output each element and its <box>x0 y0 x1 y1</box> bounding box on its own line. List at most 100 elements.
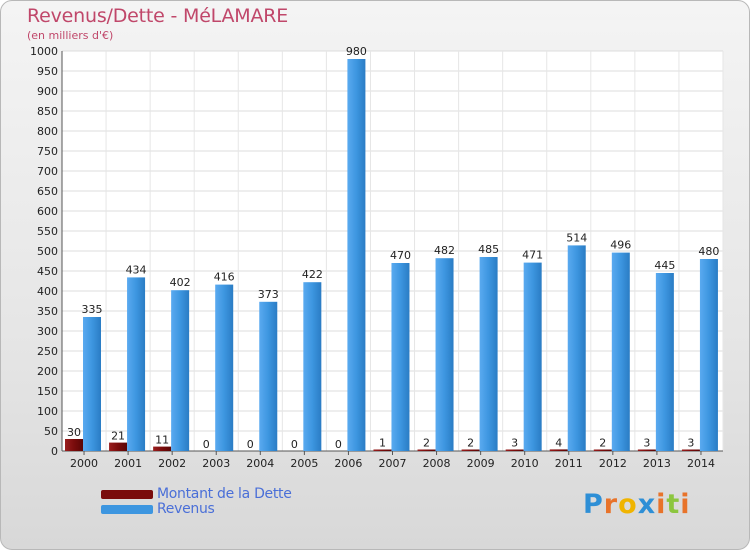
x-tick-label: 2007 <box>379 457 407 470</box>
y-tick-label: 500 <box>37 245 58 258</box>
label-revenus-2007: 470 <box>390 249 411 262</box>
label-debt-2013: 3 <box>643 437 650 450</box>
bar-revenus-2009 <box>479 257 498 451</box>
bar-revenus-2001 <box>127 277 146 451</box>
label-debt-2002: 11 <box>155 434 169 447</box>
bar-debt-2008 <box>417 449 436 451</box>
y-tick-label: 900 <box>37 85 58 98</box>
logo-letter: P <box>583 489 604 520</box>
y-tick-label: 350 <box>37 305 58 318</box>
label-revenus-2005: 422 <box>302 268 323 281</box>
bar-debt-2007 <box>373 449 392 451</box>
label-debt-2004: 0 <box>247 438 254 451</box>
label-debt-2011: 4 <box>555 436 562 449</box>
label-revenus-2002: 402 <box>170 276 191 289</box>
label-debt-2009: 2 <box>467 437 474 450</box>
label-revenus-2010: 471 <box>522 249 543 262</box>
data-labels: 30 335 21 434 11 402 0 416 0 373 0 422 0 980 1 470 2 482 2… <box>67 45 719 451</box>
x-tick-label: 2003 <box>202 457 230 470</box>
logo-letter: o <box>618 489 638 520</box>
bar-revenus-2014 <box>699 259 718 451</box>
bar-debt-2009 <box>461 449 480 451</box>
legend-label-debt: Montant de la Dette <box>157 486 292 502</box>
y-tick-label: 450 <box>37 265 58 278</box>
y-tick-label: 1000 <box>30 45 58 58</box>
x-tick-label: 2010 <box>511 457 539 470</box>
label-revenus-2003: 416 <box>214 271 235 284</box>
y-tick-label: 300 <box>37 325 58 338</box>
bar-debt-2014 <box>681 449 700 451</box>
logo-letter: i <box>680 489 691 520</box>
bar-revenus-2011 <box>567 245 586 451</box>
label-revenus-2006: 980 <box>346 45 367 58</box>
label-revenus-2014: 480 <box>698 245 719 258</box>
x-tick-label: 2001 <box>114 457 142 470</box>
y-tick-label: 800 <box>37 125 58 138</box>
y-tick-label: 950 <box>37 65 58 78</box>
bar-debt-2013 <box>637 449 656 451</box>
label-debt-2014: 3 <box>687 437 694 450</box>
bar-debt-2010 <box>505 449 524 451</box>
x-tick-label: 2013 <box>643 457 671 470</box>
bar-revenus-2006 <box>347 59 366 451</box>
bars <box>65 59 718 451</box>
x-tick-label: 2014 <box>687 457 715 470</box>
x-tick-label: 2004 <box>246 457 274 470</box>
proxiti-logo: Proxiti <box>583 489 691 520</box>
x-tick-label: 2011 <box>555 457 583 470</box>
y-tick-label: 200 <box>37 365 58 378</box>
label-debt-2005: 0 <box>291 438 298 451</box>
x-tick-label: 2008 <box>423 457 451 470</box>
label-revenus-2009: 485 <box>478 243 499 256</box>
label-revenus-2012: 496 <box>610 239 631 252</box>
y-tick-label: 250 <box>37 345 58 358</box>
x-tick-label: 2012 <box>599 457 627 470</box>
bar-debt-2001 <box>109 442 128 451</box>
chart-subtitle: (en milliers d'€) <box>27 29 114 42</box>
logo-letter: i <box>656 489 667 520</box>
label-revenus-2000: 335 <box>82 303 103 316</box>
y-tick-label: 700 <box>37 165 58 178</box>
x-tick-label: 2002 <box>158 457 186 470</box>
bar-revenus-2008 <box>435 258 454 451</box>
label-revenus-2004: 373 <box>258 288 279 301</box>
y-tick-label: 0 <box>51 445 58 458</box>
bar-revenus-2012 <box>611 252 630 451</box>
label-debt-2003: 0 <box>203 438 210 451</box>
logo-letter: r <box>603 489 619 520</box>
bar-revenus-2010 <box>523 262 542 451</box>
label-revenus-2001: 434 <box>126 263 147 276</box>
y-tick-label: 400 <box>37 285 58 298</box>
bar-revenus-2002 <box>171 290 190 451</box>
y-tick-label: 750 <box>37 145 58 158</box>
bar-chart: 0501001502002503003504004505005506006507… <box>30 45 724 470</box>
bar-revenus-2003 <box>215 284 234 451</box>
x-tick-label: 2000 <box>70 457 98 470</box>
bar-revenus-2005 <box>303 282 322 451</box>
legend-swatch-revenus <box>101 505 153 514</box>
logo-letter: t <box>666 489 681 520</box>
bar-revenus-2000 <box>83 317 101 451</box>
legend-swatch-debt <box>101 490 153 499</box>
label-debt-2010: 3 <box>511 437 518 450</box>
chart-title: Revenus/Dette - MéLAMARE <box>27 5 289 27</box>
y-tick-label: 550 <box>37 225 58 238</box>
label-revenus-2008: 482 <box>434 244 455 257</box>
label-debt-2000: 30 <box>67 426 81 439</box>
x-tick-label: 2009 <box>467 457 495 470</box>
label-revenus-2011: 514 <box>566 231 587 244</box>
bar-debt-2011 <box>549 449 568 451</box>
bar-debt-2012 <box>593 449 612 451</box>
bar-revenus-2007 <box>391 263 410 451</box>
axes: 0501001502002503003504004505005506006507… <box>30 45 723 470</box>
y-tick-label: 50 <box>44 425 58 438</box>
bar-debt-2002 <box>153 446 172 451</box>
label-debt-2008: 2 <box>423 437 430 450</box>
legend-label-revenus: Revenus <box>157 501 215 517</box>
label-debt-2001: 21 <box>111 430 125 443</box>
label-debt-2012: 2 <box>599 437 606 450</box>
bar-debt-2000 <box>65 439 83 451</box>
x-tick-label: 2006 <box>334 457 362 470</box>
bar-revenus-2013 <box>655 273 674 451</box>
